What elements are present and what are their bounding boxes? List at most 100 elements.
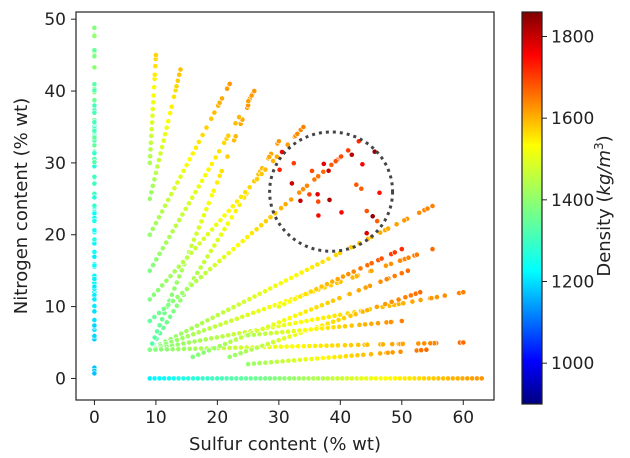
data-point (203, 124, 210, 131)
data-point (91, 262, 98, 269)
data-point (362, 321, 368, 328)
data-point (204, 375, 211, 382)
data-point (337, 353, 343, 360)
data-point (213, 221, 220, 228)
data-point (429, 203, 436, 209)
data-point (91, 275, 98, 282)
data-point (242, 189, 249, 196)
data-point (203, 206, 210, 213)
data-point (473, 375, 480, 382)
data-point (375, 320, 381, 327)
data-point (273, 329, 280, 336)
data-point (222, 319, 229, 326)
data-point (200, 235, 207, 242)
data-point (91, 53, 98, 60)
data-point (225, 250, 232, 256)
data-point (397, 257, 403, 264)
data-point (416, 209, 423, 216)
data-point (270, 158, 276, 164)
data-point (171, 268, 178, 275)
data-point (281, 301, 288, 307)
data-point (170, 298, 176, 304)
data-point (368, 351, 374, 358)
data-point (469, 375, 475, 382)
colorbar-tick-label: 1800 (551, 28, 594, 48)
data-point (146, 195, 153, 202)
data-point (172, 222, 179, 229)
data-point (233, 375, 240, 382)
data-point (377, 278, 384, 285)
data-point (189, 353, 196, 360)
data-point (248, 346, 255, 353)
data-point (334, 276, 341, 282)
data-point (152, 169, 159, 176)
data-point (146, 296, 153, 303)
colorbar-ticks: 1000 1200 1400 1600 1800 (542, 28, 594, 374)
data-point (313, 304, 320, 311)
data-point (250, 309, 256, 316)
data-point (91, 87, 98, 94)
data-point (303, 266, 310, 273)
data-point (387, 319, 394, 325)
data-point (376, 189, 383, 196)
data-point (246, 184, 253, 191)
data-point (288, 180, 295, 187)
data-point (149, 106, 156, 112)
data-point (347, 312, 354, 319)
data-point (368, 260, 375, 267)
data-point (281, 335, 287, 342)
data-point (338, 153, 344, 160)
data-point (245, 332, 251, 339)
data-point (318, 302, 325, 309)
data-point (91, 109, 98, 116)
data-point (279, 358, 286, 365)
data-point (258, 171, 265, 177)
data-point (223, 375, 230, 382)
data-point (302, 291, 309, 297)
data-point (302, 308, 309, 315)
x-tick-label: 50 (391, 408, 413, 428)
data-point (91, 253, 98, 260)
data-point (268, 359, 274, 366)
data-point (195, 138, 202, 145)
data-point (334, 375, 341, 382)
data-point (193, 278, 200, 284)
data-point (276, 166, 283, 173)
data-point (196, 240, 203, 247)
data-point (404, 267, 411, 274)
data-point (277, 343, 284, 350)
data-point (255, 308, 262, 314)
data-point (421, 375, 427, 382)
data-point (413, 251, 420, 258)
data-point (173, 302, 180, 309)
data-point (250, 360, 257, 367)
data-point (245, 361, 251, 367)
data-point (315, 198, 322, 205)
data-point (423, 346, 430, 353)
data-point (183, 162, 190, 168)
data-point (185, 375, 192, 382)
data-point (153, 256, 160, 263)
data-point (296, 356, 303, 363)
data-point (148, 132, 155, 139)
data-point (262, 375, 269, 382)
data-point (170, 308, 177, 315)
data-point (300, 124, 307, 130)
data-point (91, 308, 98, 315)
data-point (156, 157, 162, 163)
data-point (302, 327, 308, 333)
data-point (309, 316, 315, 323)
data-point (224, 220, 231, 227)
data-point (445, 375, 451, 382)
data-point (270, 321, 277, 328)
data-point (199, 320, 205, 326)
data-point (373, 303, 380, 310)
data-point (345, 147, 352, 154)
data-point (320, 168, 327, 175)
data-point (314, 355, 320, 362)
data-point (336, 323, 343, 330)
data-point (156, 322, 163, 329)
data-point (91, 159, 98, 166)
data-point (247, 375, 254, 382)
data-point (91, 303, 98, 309)
